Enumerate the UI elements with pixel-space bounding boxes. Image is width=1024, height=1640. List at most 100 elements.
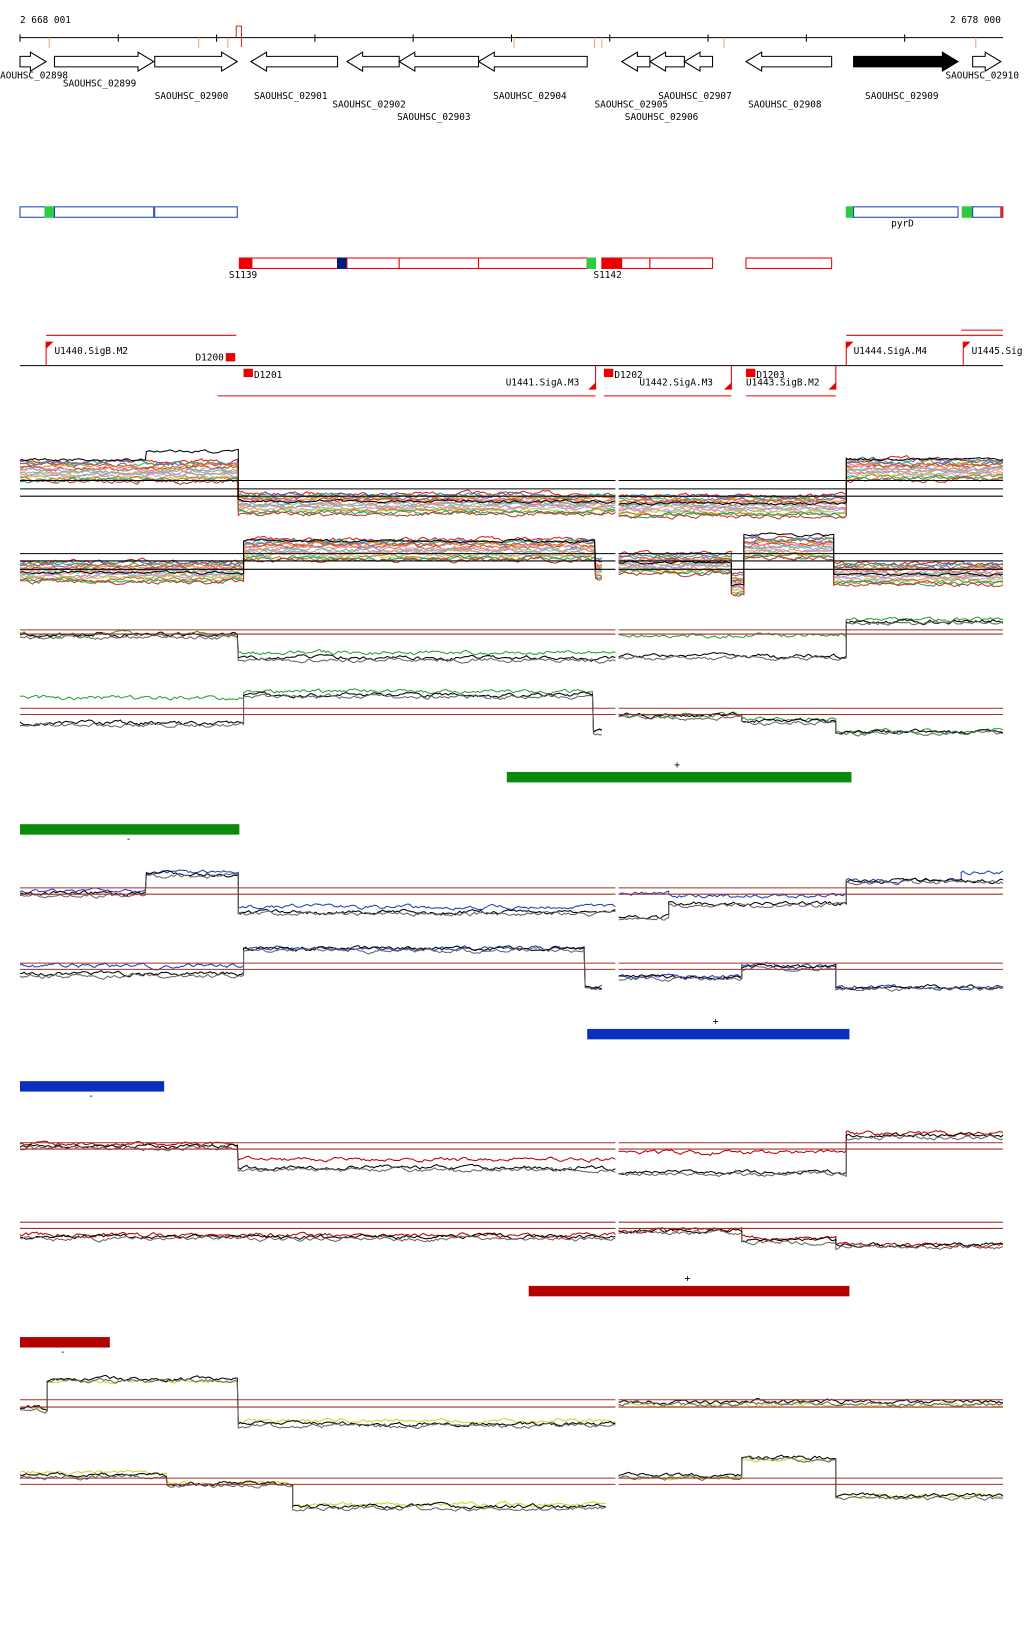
gene-label: SAOUHSC_02904: [493, 91, 567, 102]
feature-label: pyrD: [891, 219, 914, 230]
expression-trace: [618, 544, 1004, 586]
expression-trace: [19, 870, 617, 916]
expression-trace: [618, 554, 1004, 597]
strand-bar: [20, 824, 240, 835]
breakpoint-box: [745, 368, 756, 378]
gene-label: SAOUHSC_02903: [397, 112, 470, 123]
promoter-label: U1441.SigA.M3: [506, 377, 580, 388]
expression-trace: [618, 870, 1004, 899]
gene-arrow: [620, 51, 651, 72]
expression-trace: [618, 619, 1004, 662]
segment-box: [346, 257, 400, 269]
expression-trace: [618, 475, 1004, 520]
gene-label: SAOUHSC_02905: [595, 100, 669, 111]
gene-arrow: [683, 51, 714, 72]
gene-label: SAOUHSC_02906: [625, 112, 699, 123]
gene-label: SAOUHSC_02899: [63, 79, 137, 90]
gene-label: SAOUHSC_02901: [254, 91, 328, 102]
expression-trace: [19, 691, 603, 734]
expression-trace: [618, 535, 1004, 577]
segment-box: [621, 257, 651, 269]
expression-trace: [618, 1132, 1004, 1176]
feature-box: [44, 206, 55, 218]
expression-trace: [618, 1129, 1004, 1156]
expression-trace: [618, 616, 1004, 639]
feature-box: [972, 206, 1002, 218]
expression-trace: [19, 1140, 617, 1163]
expression-trace: [618, 468, 1004, 511]
expression-trace: [19, 538, 603, 575]
gap: [615, 443, 619, 1531]
segment-box: [601, 257, 623, 269]
breakpoint-label: D1200: [195, 352, 224, 363]
expression-trace: [19, 693, 602, 736]
feature-box: [845, 206, 855, 218]
gene-arrow: [972, 51, 1002, 72]
expression-trace: [618, 963, 1004, 991]
promoter-flag: [963, 341, 971, 349]
expression-trace: [618, 961, 1004, 991]
promoter-flag: [588, 382, 596, 390]
expression-trace: [19, 540, 603, 569]
strand-label: +: [674, 760, 680, 771]
expression-trace: [19, 554, 603, 584]
feature-box: [154, 206, 238, 218]
expression-trace: [618, 535, 1004, 576]
breakpoint-label: D1202: [614, 370, 642, 381]
strand-bar: [20, 1337, 110, 1348]
gene-label: SAOUHSC_02902: [332, 100, 406, 111]
gene-arrow: [398, 51, 480, 72]
gene-arrow: [249, 51, 339, 72]
promoter-flag: [828, 382, 836, 390]
expression-trace: [19, 478, 617, 518]
promoter-label: U1444.SigA.M4: [854, 346, 928, 357]
expression-trace: [19, 946, 602, 991]
expression-trace: [618, 618, 1004, 660]
gene-arrow: [744, 51, 833, 72]
expression-trace: [618, 552, 1004, 594]
promoter-flag: [724, 382, 732, 390]
expression-trace: [19, 542, 603, 572]
feature-box: [853, 206, 959, 218]
expression-trace: [19, 1378, 617, 1424]
gene-arrow: [477, 51, 588, 72]
strand-label: -: [60, 1347, 66, 1358]
gene-label: SAOUHSC_02910: [946, 70, 1020, 81]
expression-trace: [19, 634, 617, 664]
segment-label: S1139: [229, 270, 258, 281]
breakpoint-label: D1201: [254, 370, 283, 381]
segment-label: S1142: [593, 270, 621, 281]
feature-box: [53, 206, 155, 218]
segment-box: [586, 257, 597, 269]
promoter-flag: [46, 341, 54, 349]
expression-trace: [19, 471, 617, 511]
expression-trace: [19, 1374, 617, 1428]
breakpoint-box: [225, 353, 236, 362]
feature-box: [961, 206, 974, 218]
strand-label: -: [126, 834, 132, 845]
expression-trace: [19, 1143, 617, 1172]
gene-label: SAOUHSC_02900: [155, 91, 229, 102]
promoter-label: U1442.SigA.M3: [639, 377, 712, 388]
expression-trace: [19, 1471, 607, 1510]
strand-bar: [506, 771, 852, 783]
segment-box: [478, 257, 588, 269]
ruler-mark: [235, 25, 242, 48]
promoter-label: U1440.SigB.M2: [54, 346, 128, 357]
expression-trace: [19, 1474, 607, 1512]
breakpoint-box: [603, 368, 614, 378]
segment-box: [649, 257, 714, 269]
expression-trace: [19, 1377, 617, 1430]
expression-trace: [618, 1227, 1004, 1249]
expression-trace: [618, 1227, 1004, 1249]
expression-trace: [19, 537, 603, 567]
expression-trace: [618, 537, 1004, 580]
gene-label: SAOUHSC_02907: [658, 91, 731, 102]
expression-trace: [19, 1145, 617, 1174]
gene-arrow: [154, 51, 239, 72]
expression-trace: [19, 467, 617, 507]
promoter-flag: [846, 341, 854, 349]
expression-trace: [19, 872, 617, 917]
expression-trace: [19, 460, 617, 500]
